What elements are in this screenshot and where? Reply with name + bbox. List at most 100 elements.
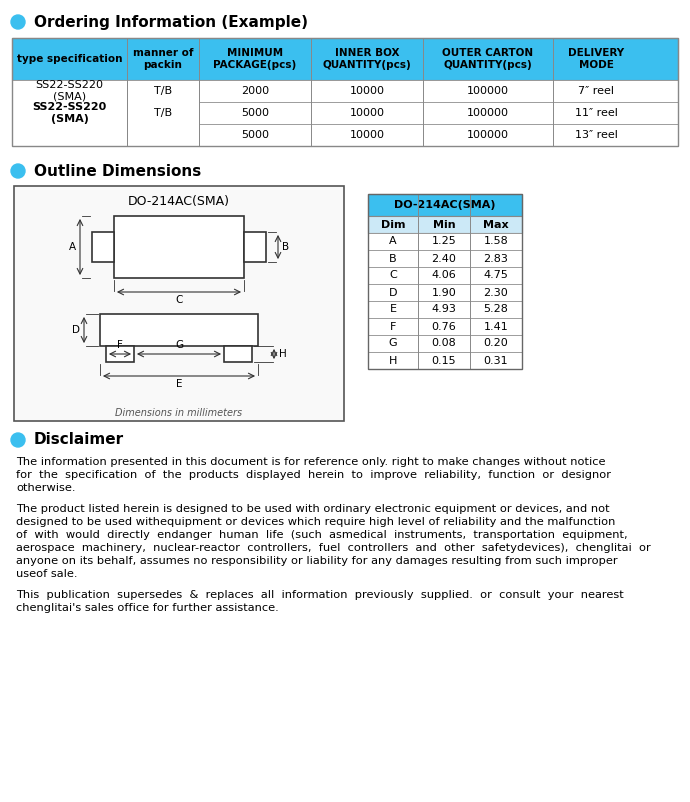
Circle shape (11, 164, 25, 178)
Text: 2.83: 2.83 (484, 253, 509, 264)
Circle shape (11, 15, 25, 29)
Text: F: F (117, 340, 123, 350)
Bar (224, 346, 252, 362)
Text: Dimensions in millimeters: Dimensions in millimeters (115, 408, 243, 418)
Text: T/B: T/B (154, 86, 172, 96)
Bar (114, 216, 244, 278)
Text: Dim: Dim (381, 220, 405, 229)
Bar (92, 232, 114, 262)
Text: 10000: 10000 (350, 108, 384, 118)
Text: 2.30: 2.30 (484, 287, 509, 298)
Text: 5000: 5000 (241, 108, 269, 118)
Text: INNER BOX
QUANTITY(pcs): INNER BOX QUANTITY(pcs) (323, 48, 411, 70)
Bar (368, 194, 522, 369)
Text: manner of
packin: manner of packin (132, 48, 193, 70)
Text: This  publication  supersedes  &  replaces  all  information  previously  suppli: This publication supersedes & replaces a… (16, 590, 624, 600)
Text: F: F (390, 322, 396, 331)
Text: for  the  specification  of  the  products  displayed  herein  to  improve  reli: for the specification of the products di… (16, 470, 611, 480)
Text: G: G (175, 340, 183, 350)
Text: 5.28: 5.28 (484, 305, 509, 314)
Bar (12, 38, 678, 146)
Bar (368, 335, 522, 352)
Text: otherwise.: otherwise. (16, 483, 75, 493)
Text: aerospace  machinery,  nuclear-reactor  controllers,  fuel  controllers  and  ot: aerospace machinery, nuclear-reactor con… (16, 543, 651, 553)
Text: 2.40: 2.40 (431, 253, 457, 264)
Bar (244, 232, 266, 262)
Text: D: D (388, 287, 397, 298)
Text: SS22-SS220
(SMA): SS22-SS220 (SMA) (32, 102, 107, 124)
Text: G: G (388, 338, 397, 349)
Text: 4.06: 4.06 (432, 270, 456, 281)
Bar (14, 186, 344, 421)
Text: 4.75: 4.75 (484, 270, 509, 281)
Text: 11″ reel: 11″ reel (575, 108, 618, 118)
Text: 0.20: 0.20 (484, 338, 509, 349)
Text: chenglitai's sales office for further assistance.: chenglitai's sales office for further as… (16, 603, 279, 613)
Text: OUTER CARTON
QUANTITY(pcs): OUTER CARTON QUANTITY(pcs) (442, 48, 533, 70)
Text: Ordering Information (Example): Ordering Information (Example) (34, 14, 308, 30)
Bar (368, 233, 522, 250)
Text: DELIVERY
MODE: DELIVERY MODE (569, 48, 624, 70)
Bar (127, 80, 199, 146)
Bar (368, 267, 522, 284)
Text: 2000: 2000 (241, 86, 269, 96)
Text: useof sale.: useof sale. (16, 569, 77, 579)
Text: 10000: 10000 (350, 86, 384, 96)
Text: DO-214AC(SMA): DO-214AC(SMA) (394, 200, 495, 210)
Text: B: B (389, 253, 397, 264)
Text: Disclaimer: Disclaimer (34, 432, 124, 448)
Text: B: B (282, 242, 290, 252)
Text: D: D (72, 325, 80, 335)
Bar (12, 38, 678, 80)
Bar (368, 284, 522, 301)
Text: The information presented in this document is for reference only. right to make : The information presented in this docume… (16, 457, 606, 467)
Bar (368, 250, 522, 267)
Text: 10000: 10000 (350, 130, 384, 140)
Text: The product listed herein is designed to be used with ordinary electronic equipm: The product listed herein is designed to… (16, 504, 610, 514)
Text: 100000: 100000 (467, 130, 509, 140)
Text: Min: Min (433, 220, 455, 229)
Text: C: C (389, 270, 397, 281)
Text: 4.93: 4.93 (431, 305, 457, 314)
Bar (100, 314, 258, 346)
Text: H: H (279, 349, 287, 359)
Text: 0.31: 0.31 (484, 355, 509, 366)
Text: 0.76: 0.76 (432, 322, 456, 331)
Bar (106, 346, 134, 362)
Text: Outline Dimensions: Outline Dimensions (34, 164, 201, 179)
Text: designed to be used withequipment or devices which require high level of reliabi: designed to be used withequipment or dev… (16, 517, 615, 527)
Text: 0.08: 0.08 (432, 338, 456, 349)
Text: 7″ reel: 7″ reel (578, 86, 615, 96)
Text: 1.90: 1.90 (432, 287, 456, 298)
Text: C: C (175, 295, 183, 305)
Bar (368, 194, 522, 216)
Text: 1.25: 1.25 (432, 237, 456, 246)
Text: 100000: 100000 (467, 86, 509, 96)
Text: 1.58: 1.58 (484, 237, 509, 246)
Bar (368, 216, 522, 233)
Bar (368, 301, 522, 318)
Text: A: A (389, 237, 397, 246)
Text: 5000: 5000 (241, 130, 269, 140)
Text: E: E (176, 379, 182, 389)
Text: 100000: 100000 (467, 108, 509, 118)
Text: T/B: T/B (154, 108, 172, 118)
Bar (12, 102, 678, 124)
Bar (368, 318, 522, 335)
Text: anyone on its behalf, assumes no responsibility or liability for any damages res: anyone on its behalf, assumes no respons… (16, 556, 618, 566)
Text: Max: Max (483, 220, 509, 229)
Text: MINIMUM
PACKAGE(pcs): MINIMUM PACKAGE(pcs) (213, 48, 297, 70)
Text: 13″ reel: 13″ reel (575, 130, 618, 140)
Text: A: A (68, 242, 76, 252)
Text: 1.41: 1.41 (484, 322, 509, 331)
Text: SS22-SS220
(SMA): SS22-SS220 (SMA) (35, 80, 104, 102)
Bar (12, 80, 678, 102)
Text: E: E (389, 305, 397, 314)
Bar (368, 352, 522, 369)
Circle shape (11, 433, 25, 447)
Text: type specification: type specification (17, 54, 122, 64)
Text: 0.15: 0.15 (432, 355, 456, 366)
Bar (12, 124, 678, 146)
Text: H: H (388, 355, 397, 366)
Text: DO-214AC(SMA): DO-214AC(SMA) (128, 196, 230, 209)
